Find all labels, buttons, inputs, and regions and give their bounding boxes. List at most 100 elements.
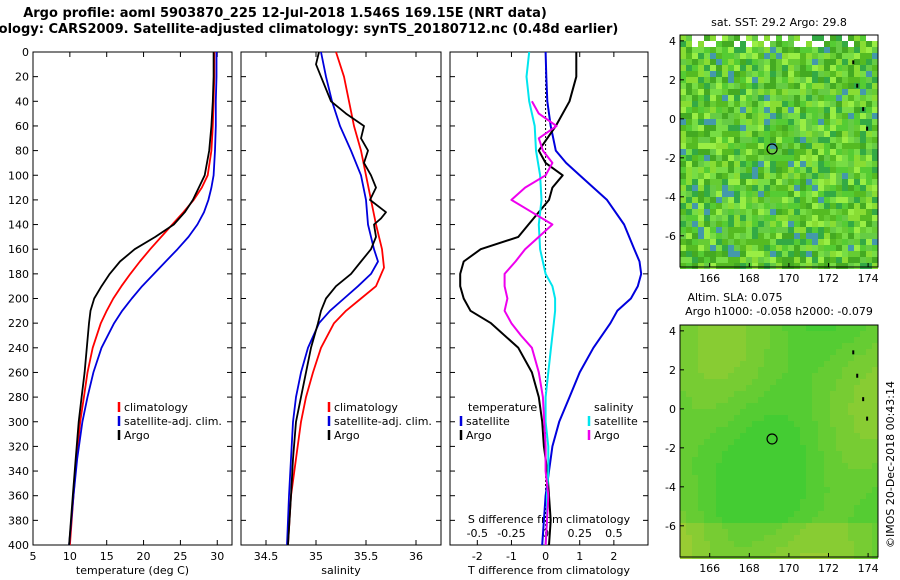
sst-cell: [698, 197, 704, 203]
sla-cell: [794, 427, 800, 433]
sst-cell: [830, 245, 836, 251]
sst-cell: [680, 239, 686, 245]
sla-cell: [788, 343, 794, 349]
sst-cell: [818, 173, 824, 179]
sla-cell: [866, 349, 872, 355]
sst-cell: [704, 41, 710, 47]
sla-cell: [806, 403, 812, 409]
sla-cell: [848, 481, 854, 487]
sla-cell: [728, 535, 734, 541]
map-x-tick-label: 170: [778, 272, 799, 285]
sst-cell: [782, 143, 788, 149]
sst-cell: [860, 119, 866, 125]
sst-cell: [770, 77, 776, 83]
sst-cell: [710, 209, 716, 215]
sla-cell: [680, 337, 686, 343]
sst-cell: [716, 95, 722, 101]
sla-cell: [812, 349, 818, 355]
sla-cell: [872, 439, 878, 445]
sst-cell: [788, 119, 794, 125]
sst-cell: [692, 251, 698, 257]
sla-cell: [830, 499, 836, 505]
sla-cell: [836, 517, 842, 523]
title-line-2: Climatology: CARS2009. Satellite-adjuste…: [0, 22, 618, 37]
sst-cell: [836, 233, 842, 239]
sst-cell: [776, 185, 782, 191]
sst-cell: [848, 59, 854, 65]
sst-cell: [758, 47, 764, 53]
sst-cell: [764, 71, 770, 77]
sst-cell: [716, 143, 722, 149]
sst-cell: [818, 185, 824, 191]
sst-cell: [830, 257, 836, 263]
sst-cell: [764, 263, 770, 269]
sla-cell: [872, 433, 878, 439]
sst-cell: [872, 227, 878, 233]
sla-cell: [788, 427, 794, 433]
sla-cell: [866, 445, 872, 451]
sla-cell: [680, 451, 686, 457]
sst-cell: [722, 131, 728, 137]
y-tick-label: 200: [8, 293, 29, 306]
sla-cell: [866, 475, 872, 481]
sla-cell: [686, 325, 692, 331]
sla-cell: [758, 325, 764, 331]
sst-cell: [866, 251, 872, 257]
sla-cell: [830, 343, 836, 349]
sla-cell: [824, 487, 830, 493]
sst-cell: [818, 83, 824, 89]
sst-cell: [770, 233, 776, 239]
sla-cell: [782, 541, 788, 547]
sla-cell: [782, 523, 788, 529]
sla-cell: [854, 505, 860, 511]
sla-cell: [830, 505, 836, 511]
sst-cell: [788, 167, 794, 173]
sla-cell: [764, 487, 770, 493]
series-line-temperature-satellite: [541, 51, 643, 546]
sla-cell: [788, 541, 794, 547]
sla-cell: [728, 415, 734, 421]
sst-cell: [758, 41, 764, 47]
sla-cell: [866, 421, 872, 427]
sla-cell: [848, 325, 854, 331]
sst-cell: [806, 257, 812, 263]
sla-cell: [836, 541, 842, 547]
sst-cell: [680, 149, 686, 155]
sst-cell: [704, 59, 710, 65]
sla-cell: [812, 469, 818, 475]
sla-cell: [758, 511, 764, 517]
sla-cell: [854, 433, 860, 439]
sst-cell: [854, 125, 860, 131]
sla-cell: [770, 499, 776, 505]
sla-cell: [824, 469, 830, 475]
sla-cell: [698, 379, 704, 385]
y-tick-label: 340: [8, 465, 29, 478]
sla-cell: [710, 493, 716, 499]
sla-cell: [746, 499, 752, 505]
sla-cell: [764, 379, 770, 385]
sla-cell: [770, 331, 776, 337]
sla-cell: [764, 373, 770, 379]
sla-cell: [752, 343, 758, 349]
sst-cell: [722, 221, 728, 227]
sst-cell: [686, 215, 692, 221]
sla-cell: [770, 337, 776, 343]
sla-cell: [680, 499, 686, 505]
sla-cell: [842, 499, 848, 505]
sla-cell: [848, 421, 854, 427]
sla-cell: [698, 385, 704, 391]
sla-cell: [788, 337, 794, 343]
sla-cell: [788, 439, 794, 445]
sst-cell: [710, 59, 716, 65]
sla-cell: [800, 415, 806, 421]
sst-cell: [776, 203, 782, 209]
sst-cell: [788, 71, 794, 77]
sla-cell: [764, 433, 770, 439]
sst-cell: [680, 161, 686, 167]
sla-cell: [710, 487, 716, 493]
sla-cell: [806, 505, 812, 511]
sst-cell: [734, 227, 740, 233]
sla-cell: [728, 541, 734, 547]
sst-cell: [830, 251, 836, 257]
sla-cell: [812, 373, 818, 379]
